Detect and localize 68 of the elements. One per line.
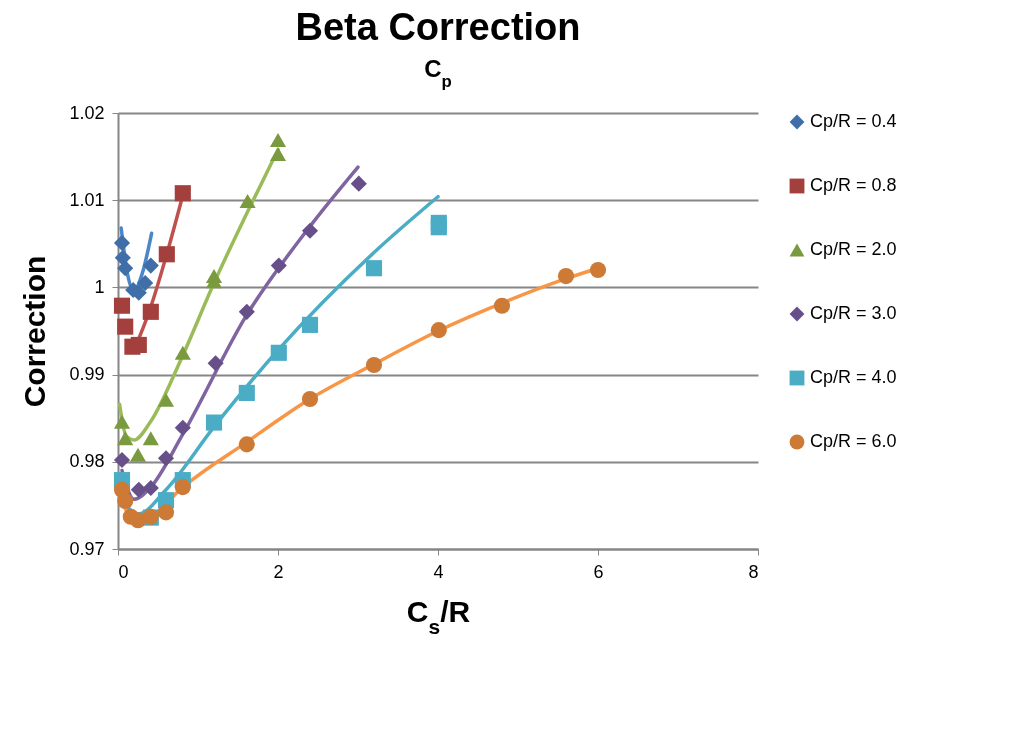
point bbox=[365, 260, 383, 277]
point bbox=[157, 504, 175, 521]
x-tick-label: 8 bbox=[748, 561, 759, 582]
x-tick-label: 2 bbox=[273, 561, 284, 582]
point bbox=[142, 257, 159, 274]
point bbox=[142, 303, 159, 320]
point bbox=[270, 344, 287, 361]
point bbox=[270, 257, 287, 274]
point bbox=[117, 318, 134, 335]
point bbox=[239, 194, 256, 209]
point bbox=[117, 492, 134, 510]
y-tick-label: 1.02 bbox=[69, 102, 105, 123]
point bbox=[113, 234, 131, 251]
y-tick-label: 0.99 bbox=[69, 364, 105, 385]
point bbox=[301, 390, 319, 408]
point bbox=[130, 481, 147, 498]
point bbox=[430, 219, 447, 236]
point bbox=[113, 414, 131, 429]
point bbox=[142, 431, 159, 446]
y-tick-label: 1.01 bbox=[69, 189, 105, 210]
point bbox=[114, 249, 131, 266]
chart-subtitle: C$_{p}$ bbox=[424, 55, 452, 91]
chart-title: Beta Correction bbox=[295, 6, 581, 48]
point bbox=[137, 274, 154, 292]
point bbox=[174, 185, 191, 202]
legend-label: Cp/R = 4.0 bbox=[810, 367, 897, 387]
point bbox=[117, 260, 134, 277]
y-tick-label: 0.98 bbox=[69, 451, 105, 472]
point bbox=[174, 479, 191, 496]
y-axis-title: Correction bbox=[18, 255, 52, 408]
point bbox=[557, 268, 575, 285]
point bbox=[117, 431, 134, 446]
legend-label: Cp/R = 0.8 bbox=[810, 175, 897, 195]
point bbox=[174, 345, 191, 360]
point bbox=[589, 261, 607, 279]
point bbox=[113, 297, 131, 314]
point bbox=[158, 246, 175, 263]
point bbox=[238, 303, 255, 320]
point bbox=[129, 447, 147, 462]
point bbox=[238, 436, 255, 453]
point bbox=[238, 384, 255, 401]
y-tick-label: 0.97 bbox=[69, 538, 105, 559]
legend-label: Cp/R = 0.4 bbox=[810, 111, 897, 131]
point bbox=[174, 419, 191, 436]
point bbox=[365, 356, 383, 374]
point bbox=[129, 512, 147, 529]
point bbox=[157, 392, 175, 407]
point bbox=[157, 450, 175, 467]
legend-label: Cp/R = 2.0 bbox=[810, 239, 897, 259]
point bbox=[207, 355, 224, 372]
point bbox=[205, 414, 223, 431]
x-tick-label: 6 bbox=[593, 561, 604, 582]
point bbox=[269, 133, 287, 148]
legend-label: Cp/R = 3.0 bbox=[810, 303, 897, 323]
legend-label: Cp/R = 6.0 bbox=[810, 431, 897, 451]
point bbox=[350, 175, 367, 192]
point bbox=[430, 322, 447, 339]
point bbox=[113, 451, 131, 469]
point bbox=[493, 297, 511, 314]
x-tick-label: 0 bbox=[118, 561, 129, 582]
point bbox=[130, 336, 147, 354]
x-tick-label: 4 bbox=[433, 561, 444, 582]
point bbox=[269, 147, 287, 161]
x-axis-title: C$_{s}$/R bbox=[406, 594, 471, 637]
point bbox=[301, 316, 319, 333]
y-tick-label: 1 bbox=[94, 276, 105, 297]
point bbox=[301, 222, 319, 239]
point bbox=[142, 479, 159, 497]
